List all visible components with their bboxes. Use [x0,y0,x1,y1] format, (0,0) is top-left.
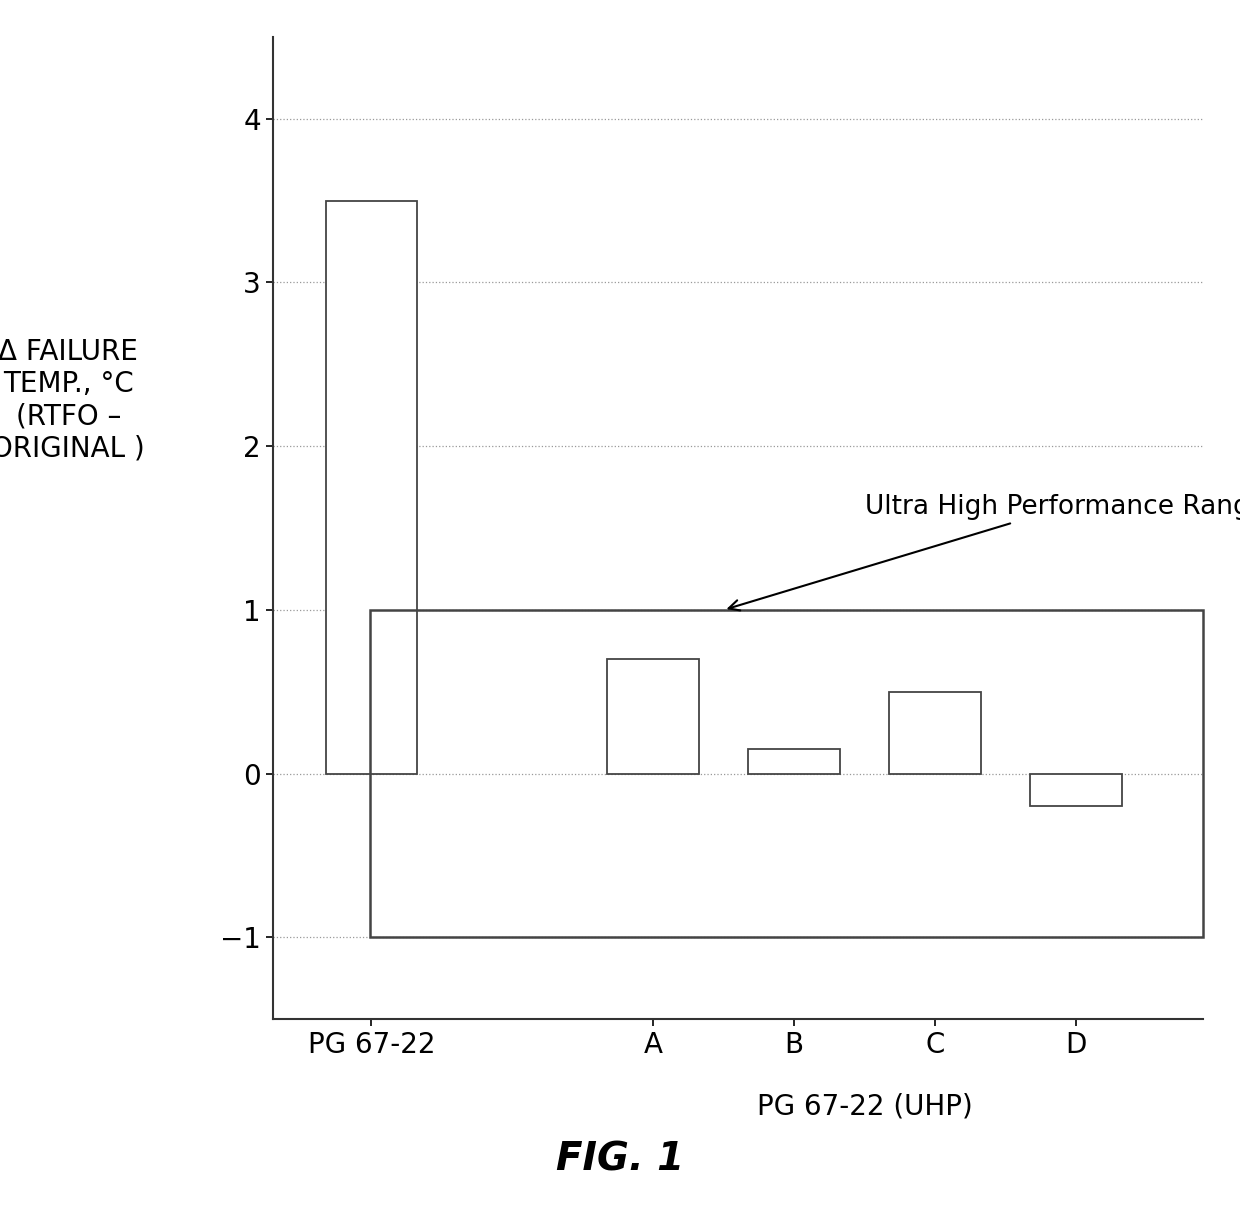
Bar [370,610,1203,937]
Text: FIG. 1: FIG. 1 [556,1141,684,1179]
Bar [326,200,417,774]
Bar [889,691,981,774]
Text: Δ FAILURE
TEMP., °C
(RTFO –
ORIGINAL ): Δ FAILURE TEMP., °C (RTFO – ORIGINAL ) [0,338,145,463]
Text: PG 67-22 (UHP): PG 67-22 (UHP) [756,1093,972,1121]
Text: Ultra High Performance Range: Ultra High Performance Range [729,494,1240,610]
Bar [1030,774,1122,807]
Bar [749,749,839,774]
Bar [608,659,699,774]
